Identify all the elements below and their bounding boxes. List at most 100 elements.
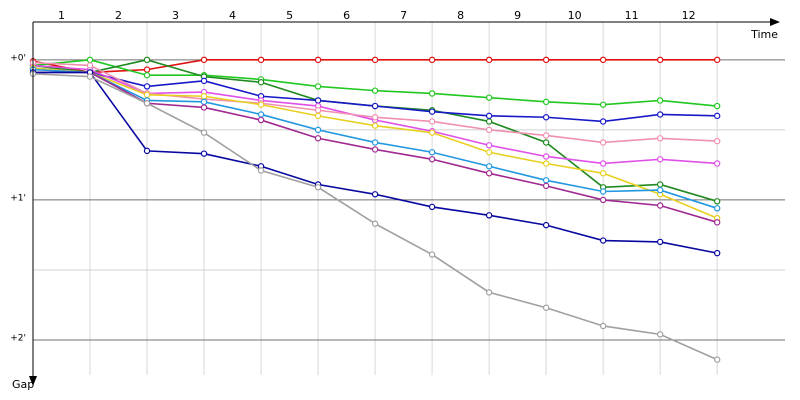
x-axis-label: Time bbox=[750, 28, 778, 41]
data-point bbox=[656, 111, 664, 118]
data-point bbox=[485, 94, 493, 101]
data-point bbox=[485, 56, 493, 64]
data-point bbox=[656, 156, 664, 163]
lap-label: 6 bbox=[343, 9, 350, 22]
data-point bbox=[599, 118, 607, 125]
data-point bbox=[257, 79, 265, 86]
data-point bbox=[428, 251, 436, 258]
data-point bbox=[599, 139, 607, 146]
data-point bbox=[713, 198, 721, 205]
x-arrow bbox=[770, 18, 780, 26]
data-point bbox=[143, 147, 151, 155]
plot bbox=[29, 56, 721, 363]
data-point bbox=[542, 114, 550, 121]
data-point bbox=[485, 126, 493, 134]
data-point bbox=[485, 212, 493, 219]
data-point bbox=[656, 135, 664, 142]
data-point bbox=[542, 153, 550, 160]
data-point bbox=[314, 112, 322, 120]
data-point bbox=[656, 56, 664, 64]
data-point bbox=[257, 111, 265, 118]
data-point bbox=[257, 116, 265, 124]
data-point bbox=[485, 163, 493, 170]
data-point bbox=[485, 149, 493, 156]
data-point bbox=[371, 114, 379, 121]
y-tick-label: +1' bbox=[10, 193, 26, 203]
y-tick-label: +2' bbox=[10, 333, 26, 343]
lap-label: 5 bbox=[286, 9, 293, 22]
data-point bbox=[542, 98, 550, 106]
data-point bbox=[143, 83, 151, 90]
data-point bbox=[314, 83, 322, 90]
lap-label: 1 bbox=[58, 9, 65, 22]
data-point bbox=[200, 77, 208, 85]
data-point bbox=[86, 73, 94, 80]
data-point bbox=[428, 129, 436, 136]
data-point bbox=[314, 56, 322, 64]
data-point bbox=[143, 91, 151, 99]
data-point bbox=[485, 170, 493, 177]
data-point bbox=[656, 331, 664, 338]
data-point bbox=[656, 181, 664, 188]
data-point bbox=[371, 56, 379, 64]
data-point bbox=[371, 122, 379, 129]
data-point bbox=[713, 102, 721, 110]
data-point bbox=[599, 188, 607, 195]
data-point bbox=[713, 219, 721, 226]
data-point bbox=[200, 56, 208, 64]
data-point bbox=[143, 66, 151, 73]
lap-label: 3 bbox=[172, 9, 179, 22]
data-point bbox=[485, 289, 493, 296]
data-point bbox=[656, 202, 664, 209]
data-point bbox=[371, 139, 379, 146]
data-point bbox=[542, 160, 550, 167]
data-point bbox=[599, 101, 607, 108]
data-point bbox=[314, 126, 322, 134]
data-point bbox=[371, 146, 379, 153]
data-point bbox=[542, 56, 550, 64]
data-point bbox=[200, 104, 208, 111]
data-point bbox=[200, 150, 208, 157]
data-point bbox=[143, 100, 151, 107]
data-point bbox=[428, 149, 436, 156]
data-point bbox=[713, 249, 721, 257]
data-point bbox=[371, 87, 379, 94]
data-point bbox=[713, 356, 721, 363]
data-point bbox=[314, 107, 322, 114]
data-point bbox=[599, 196, 607, 204]
data-point bbox=[485, 142, 493, 149]
data-point bbox=[485, 118, 493, 125]
data-point bbox=[314, 184, 322, 191]
data-point bbox=[485, 112, 493, 120]
data-point bbox=[86, 56, 94, 64]
data-point bbox=[713, 205, 721, 212]
y-axis-label: Gap bbox=[12, 378, 34, 391]
data-point bbox=[257, 101, 265, 108]
data-point bbox=[542, 132, 550, 139]
lap-label: 10 bbox=[568, 9, 582, 22]
data-point bbox=[713, 160, 721, 167]
data-point bbox=[371, 220, 379, 227]
lap-label: 12 bbox=[682, 9, 696, 22]
data-point bbox=[314, 135, 322, 142]
data-point bbox=[542, 177, 550, 184]
data-point bbox=[428, 56, 436, 64]
data-point bbox=[713, 137, 721, 145]
lap-label: 7 bbox=[400, 9, 407, 22]
data-point bbox=[371, 102, 379, 110]
y-arrow bbox=[29, 376, 37, 386]
data-point bbox=[428, 156, 436, 163]
data-point bbox=[542, 221, 550, 229]
lap-label: 11 bbox=[625, 9, 639, 22]
data-point bbox=[428, 203, 436, 211]
data-point bbox=[599, 170, 607, 177]
data-point bbox=[371, 191, 379, 198]
lap-label: 8 bbox=[457, 9, 464, 22]
data-point bbox=[656, 238, 664, 246]
data-point bbox=[599, 160, 607, 167]
data-point bbox=[428, 118, 436, 125]
data-point bbox=[200, 129, 208, 136]
data-point bbox=[428, 108, 436, 115]
data-point bbox=[314, 97, 322, 104]
